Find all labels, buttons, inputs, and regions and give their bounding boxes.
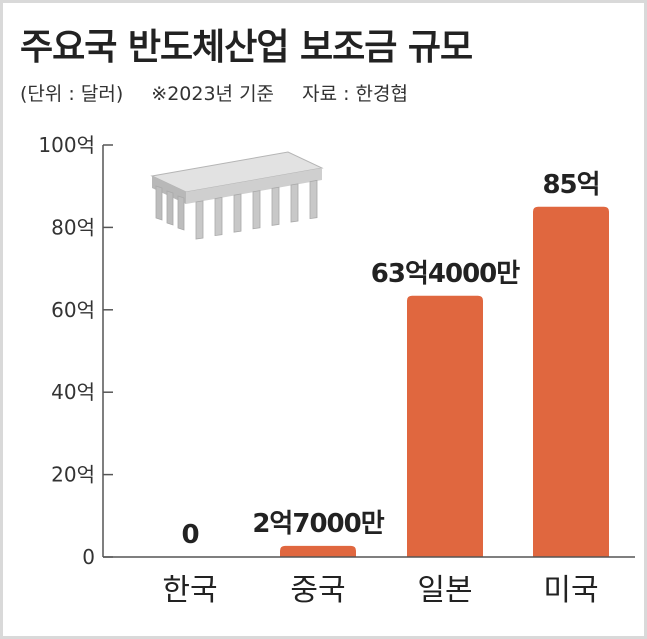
data-label: 2억7000만 <box>252 509 384 539</box>
bar-3 <box>407 295 483 557</box>
y-tick-label: 60억 <box>51 298 95 322</box>
y-axis: 0 20억 40억 60억 80억 100억 <box>38 133 113 569</box>
chip-pin <box>290 183 299 223</box>
chip-pin <box>177 195 185 231</box>
y-tick-label: 20억 <box>51 463 95 487</box>
x-axis: 한국 중국 일본 미국 <box>103 556 635 608</box>
chip-front-face <box>186 168 322 204</box>
y-tick-label: 40억 <box>51 380 95 404</box>
data-labels: 0 2억7000만 63억4000만 85억 <box>181 170 600 550</box>
chart-notes: (단위 : 달러) ※2023년 기준 자료 : 한경협 <box>20 79 430 106</box>
bar-series <box>280 206 609 558</box>
chip-pin <box>271 186 280 226</box>
source-note: 자료 : 한경협 <box>302 83 408 105</box>
chip-pin <box>214 196 223 237</box>
category-label: 한국 <box>162 573 217 608</box>
chip-pin <box>233 193 242 233</box>
y-tick-label: 0 <box>82 545 95 569</box>
chip-left-face <box>152 176 186 204</box>
data-label: 85억 <box>542 170 599 200</box>
data-label: 63억4000만 <box>371 259 520 289</box>
y-tick-label: 100억 <box>38 133 95 157</box>
data-label: 0 <box>181 520 198 550</box>
y-tick-label: 80억 <box>51 215 95 239</box>
semiconductor-chip-icon <box>150 151 324 240</box>
bar-2 <box>280 545 356 557</box>
chip-pin <box>252 190 261 230</box>
chip-pin <box>166 190 174 226</box>
chip-pin <box>309 179 318 220</box>
category-label: 미국 <box>543 573 598 608</box>
chip-pin <box>155 185 163 221</box>
unit-note: (단위 : 달러) <box>20 83 124 105</box>
chip-pin <box>195 200 204 240</box>
category-label: 일본 <box>417 573 472 608</box>
base-year-note: ※2023년 기준 <box>151 83 275 105</box>
chart-title: 주요국 반도체산업 보조금 규모 <box>20 27 473 68</box>
bar-4 <box>533 206 609 558</box>
category-label: 중국 <box>290 573 345 608</box>
